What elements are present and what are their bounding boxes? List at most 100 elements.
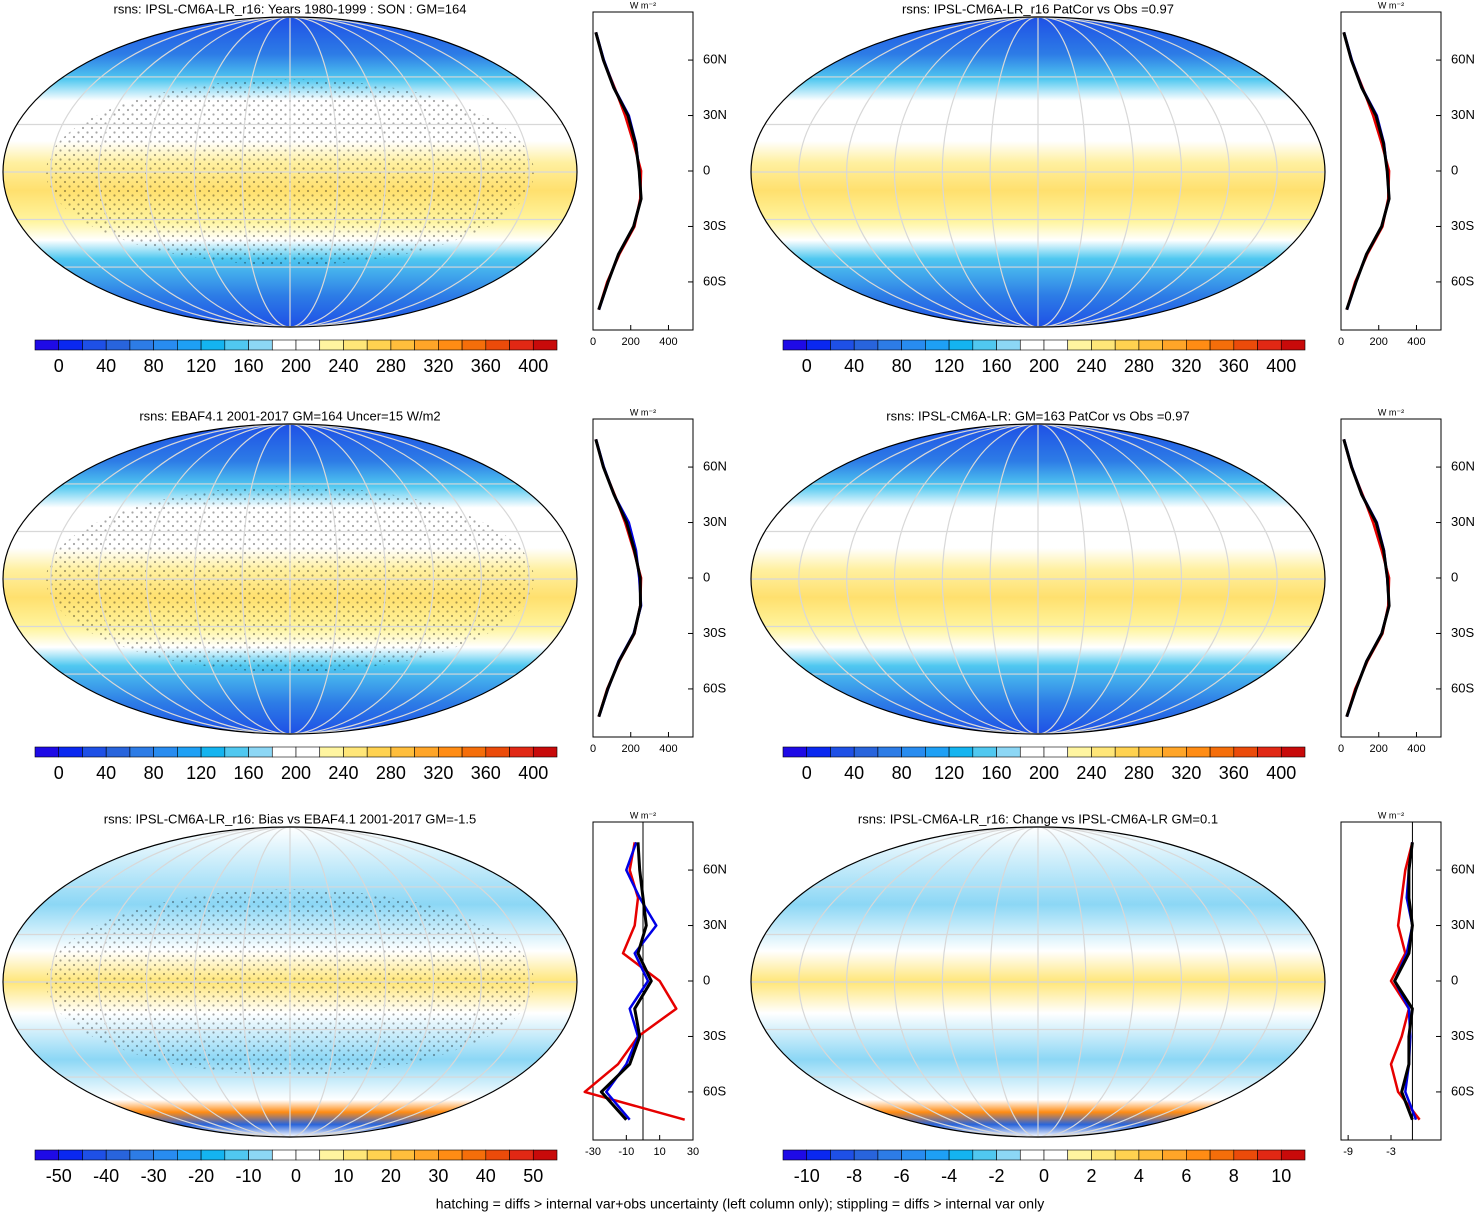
colorbar-box xyxy=(532,746,558,758)
colorbar-box xyxy=(1043,746,1069,758)
map-border xyxy=(2,423,578,735)
colorbar-label: 20 xyxy=(381,1166,401,1186)
colorbar-box xyxy=(82,746,107,758)
profile-line xyxy=(1342,31,1391,311)
colorbar-label: -2 xyxy=(989,1166,1005,1186)
profile-line xyxy=(599,842,653,1121)
y-tick-label: 60N xyxy=(703,52,727,67)
colorbar-box xyxy=(366,1149,392,1161)
colorbar-box xyxy=(782,746,808,758)
colorbar-box xyxy=(972,339,997,351)
x-tick-label: 10 xyxy=(654,1146,666,1158)
footer-note: hatching = diffs > internal var+obs unce… xyxy=(436,1196,1044,1212)
x-tick-label: -10 xyxy=(618,1146,634,1158)
colorbar-box xyxy=(129,746,154,758)
colorbar-label: 280 xyxy=(376,356,406,376)
colorbar-box xyxy=(996,746,1021,758)
colorbar-label: 40 xyxy=(96,356,116,376)
colorbar-box xyxy=(82,339,107,351)
profile-line xyxy=(1342,31,1391,311)
colorbar-box xyxy=(996,339,1021,351)
panel: rsns: IPSL-CM6A-LR_r16 PatCor vs Obs =0.… xyxy=(750,0,1475,376)
colorbar-label: 360 xyxy=(471,763,501,783)
x-tick-label: 30 xyxy=(687,1146,699,1158)
profile-line xyxy=(1342,438,1391,718)
colorbar-box xyxy=(830,1149,855,1161)
colorbar-box xyxy=(1280,746,1306,758)
colorbar-box xyxy=(509,339,534,351)
y-tick-label: 0 xyxy=(703,569,710,584)
panel-title: rsns: EBAF4.1 2001-2017 GM=164 Uncer=15 … xyxy=(139,408,440,423)
colorbar-box xyxy=(782,339,808,351)
colorbar-box xyxy=(972,1149,997,1161)
colorbar-box xyxy=(925,1149,950,1161)
colorbar-label: 0 xyxy=(802,763,812,783)
colorbar-box xyxy=(1162,1149,1187,1161)
panel: rsns: IPSL-CM6A-LR_r16: Bias vs EBAF4.1 … xyxy=(2,810,727,1186)
colorbar-box xyxy=(414,746,439,758)
colorbar-label: 80 xyxy=(892,356,912,376)
y-tick-label: 60S xyxy=(703,680,726,695)
colorbar-label: 200 xyxy=(1029,356,1059,376)
colorbar-label: 320 xyxy=(423,356,453,376)
x-tick-label: 0 xyxy=(1338,336,1344,348)
colorbar-box xyxy=(1233,746,1258,758)
y-tick-label: 30S xyxy=(1451,625,1474,640)
colorbar-label: 50 xyxy=(523,1166,543,1186)
colorbar-label: 200 xyxy=(281,356,311,376)
colorbar-box xyxy=(901,746,926,758)
colorbar-box xyxy=(1067,339,1092,351)
colorbar-box xyxy=(1138,746,1163,758)
colorbar-box xyxy=(877,339,902,351)
profile-line xyxy=(594,438,642,718)
colorbar-label: 200 xyxy=(1029,763,1059,783)
colorbar-box xyxy=(129,339,154,351)
colorbar-box xyxy=(200,746,226,758)
colorbar-box xyxy=(1091,746,1116,758)
map-border xyxy=(2,826,578,1138)
y-tick-label: 30N xyxy=(703,917,727,932)
colorbar-box xyxy=(224,339,249,351)
y-tick-label: 30N xyxy=(703,514,727,529)
panel: rsns: EBAF4.1 2001-2017 GM=164 Uncer=15 … xyxy=(2,407,727,783)
colorbar-box xyxy=(1019,746,1045,758)
colorbar-label: 320 xyxy=(1171,763,1201,783)
colorbar-box xyxy=(532,339,558,351)
colorbar-box xyxy=(1162,339,1187,351)
colorbar-box xyxy=(200,339,226,351)
colorbar-box xyxy=(853,339,879,351)
y-tick-label: 30S xyxy=(703,625,726,640)
colorbar-box xyxy=(1209,339,1235,351)
colorbar-label: 160 xyxy=(234,763,264,783)
colorbar-label: 240 xyxy=(1076,356,1106,376)
colorbar-box xyxy=(925,339,950,351)
colorbar-box xyxy=(295,1149,321,1161)
colorbar-box xyxy=(58,1149,83,1161)
colorbar-box xyxy=(82,1149,107,1161)
x-tick-label: -9 xyxy=(1343,1146,1353,1158)
panel-title: rsns: IPSL-CM6A-LR: GM=163 PatCor vs Obs… xyxy=(886,408,1189,423)
y-tick-label: 30S xyxy=(1451,1028,1474,1043)
colorbar-label: -50 xyxy=(46,1166,72,1186)
colorbar-box xyxy=(248,1149,273,1161)
colorbar-label: 80 xyxy=(144,763,164,783)
colorbar-box xyxy=(1043,1149,1069,1161)
y-tick-label: 60N xyxy=(703,862,727,877)
colorbar-box xyxy=(343,746,368,758)
colorbar-box xyxy=(319,339,344,351)
colorbar-label: -40 xyxy=(93,1166,119,1186)
colorbar-box xyxy=(853,1149,879,1161)
y-tick-label: 60S xyxy=(703,273,726,288)
colorbar-label: -10 xyxy=(236,1166,262,1186)
profile-line xyxy=(1342,438,1391,718)
colorbar-box xyxy=(1043,339,1069,351)
colorbar-label: 0 xyxy=(291,1166,301,1186)
colorbar-box xyxy=(129,1149,154,1161)
colorbar-label: 80 xyxy=(892,763,912,783)
colorbar-box xyxy=(438,746,463,758)
x-tick-label: 400 xyxy=(1407,336,1425,348)
colorbar-box xyxy=(509,1149,534,1161)
colorbar-label: 40 xyxy=(96,763,116,783)
profile-units: W m⁻² xyxy=(1378,0,1404,10)
